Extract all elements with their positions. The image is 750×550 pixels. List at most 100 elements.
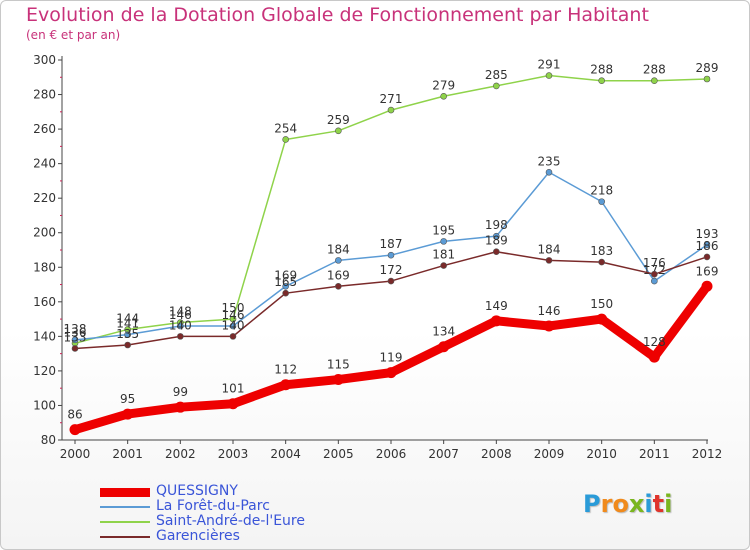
data-point — [280, 379, 292, 391]
data-point — [648, 351, 660, 363]
x-tick-label: 2002 — [165, 447, 196, 461]
data-label: 146 — [169, 308, 192, 322]
data-label: 112 — [274, 363, 297, 377]
data-point — [387, 277, 395, 285]
y-tick-label: 280 — [33, 88, 56, 102]
data-point — [335, 127, 342, 135]
proxiti-logo: Proxiti — [583, 490, 672, 518]
legend-swatch — [100, 506, 150, 508]
data-point — [69, 424, 81, 436]
data-point — [387, 106, 395, 114]
logo-letter: t — [652, 490, 665, 518]
data-label: 176 — [643, 256, 666, 270]
logo-letter: i — [644, 490, 653, 518]
x-tick-label: 2008 — [481, 447, 512, 461]
data-point — [71, 345, 79, 352]
x-tick-label: 2007 — [428, 447, 459, 461]
data-point — [387, 251, 395, 259]
y-tick-label: 160 — [33, 295, 56, 309]
data-label: 271 — [380, 92, 403, 106]
x-tick-label: 2010 — [586, 447, 617, 461]
logo-letter: x — [628, 490, 645, 518]
x-tick-label: 2011 — [639, 447, 670, 461]
data-point — [71, 336, 79, 344]
data-label: 183 — [590, 244, 613, 258]
data-point — [229, 322, 237, 330]
data-point — [651, 277, 658, 285]
data-point — [227, 398, 239, 410]
legend-swatch — [100, 521, 150, 523]
data-point — [440, 262, 447, 269]
data-point — [596, 313, 608, 325]
y-tick-label: 220 — [33, 191, 56, 205]
data-point — [545, 168, 553, 176]
data-point — [651, 77, 658, 85]
data-label: 115 — [327, 358, 350, 372]
data-label: 148 — [169, 305, 192, 319]
chart-subtitle: (en € et par an) — [26, 28, 121, 42]
legend-swatch — [100, 487, 150, 497]
data-label: 187 — [380, 237, 403, 251]
data-point — [493, 82, 500, 90]
data-point — [440, 92, 447, 100]
legend-label: La Forêt-du-Parc — [156, 498, 270, 514]
data-point — [545, 257, 553, 264]
data-label: 172 — [380, 263, 403, 277]
data-point — [282, 282, 289, 290]
data-label: 140 — [169, 318, 192, 332]
data-label: 235 — [538, 154, 561, 168]
data-point — [493, 248, 500, 256]
x-tick-label: 2006 — [376, 447, 407, 461]
data-point — [124, 331, 131, 338]
data-label: 141 — [116, 317, 139, 331]
data-label: 134 — [432, 325, 455, 339]
data-point — [335, 257, 342, 264]
data-label: 169 — [696, 264, 719, 278]
legend-label: QUESSIGNY — [156, 483, 238, 499]
data-label: 86 — [67, 408, 82, 422]
data-label: 193 — [696, 227, 719, 241]
data-label: 218 — [590, 184, 613, 198]
data-label: 288 — [643, 63, 666, 77]
data-label: 285 — [485, 68, 508, 82]
data-point — [177, 322, 184, 330]
data-point — [598, 77, 605, 85]
y-tick-label: 80 — [41, 433, 56, 447]
y-tick-label: 140 — [33, 329, 56, 343]
data-point — [438, 341, 450, 353]
logo-letter: P — [583, 490, 601, 518]
data-label: 198 — [485, 218, 508, 232]
data-label: 195 — [432, 223, 455, 237]
data-point — [703, 75, 711, 83]
data-point — [122, 408, 134, 420]
data-label: 138 — [64, 322, 87, 336]
data-label: 259 — [327, 113, 350, 127]
y-tick-label: 200 — [33, 226, 56, 240]
data-point — [124, 341, 131, 349]
logo-letter: o — [612, 490, 629, 518]
y-tick-label: 100 — [33, 398, 56, 412]
data-label: 128 — [643, 335, 666, 349]
y-tick-label: 300 — [33, 53, 56, 67]
data-point — [598, 198, 605, 205]
data-label: 288 — [590, 63, 613, 77]
y-tick-label: 240 — [33, 157, 56, 171]
data-point — [385, 367, 397, 379]
data-label: 119 — [380, 351, 403, 365]
logo-letter: i — [664, 490, 673, 518]
data-label: 95 — [120, 392, 135, 406]
data-label: 169 — [274, 268, 297, 282]
data-label: 279 — [432, 78, 455, 92]
logo-letter: r — [600, 490, 613, 518]
data-point — [543, 320, 555, 332]
data-label: 169 — [327, 268, 350, 282]
data-point — [651, 270, 658, 278]
data-label: 146 — [222, 308, 245, 322]
data-point — [545, 72, 553, 79]
data-point — [493, 232, 500, 240]
data-point — [282, 136, 289, 143]
data-point — [701, 280, 713, 292]
data-point — [490, 315, 502, 327]
